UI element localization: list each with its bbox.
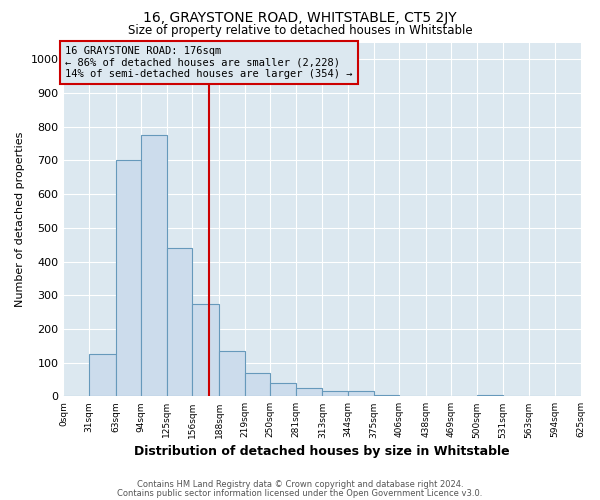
Bar (245, 372, 270, 396)
Bar (348, 392, 374, 396)
Bar (322, 392, 348, 396)
Bar (89, 354, 116, 397)
Text: 16, GRAYSTONE ROAD, WHITSTABLE, CT5 2JY: 16, GRAYSTONE ROAD, WHITSTABLE, CT5 2JY (143, 11, 457, 25)
Text: Contains public sector information licensed under the Open Government Licence v3: Contains public sector information licen… (118, 488, 482, 498)
Y-axis label: Number of detached properties: Number of detached properties (15, 132, 25, 307)
Text: Size of property relative to detached houses in Whitstable: Size of property relative to detached ho… (128, 24, 472, 37)
Text: 16 GRAYSTONE ROAD: 176sqm
← 86% of detached houses are smaller (2,228)
14% of se: 16 GRAYSTONE ROAD: 176sqm ← 86% of detac… (65, 46, 353, 79)
Bar (270, 383, 296, 396)
Bar (141, 135, 167, 396)
Bar (116, 160, 141, 396)
Bar (193, 304, 219, 396)
X-axis label: Distribution of detached houses by size in Whitstable: Distribution of detached houses by size … (134, 444, 510, 458)
Text: Contains HM Land Registry data © Crown copyright and database right 2024.: Contains HM Land Registry data © Crown c… (137, 480, 463, 489)
Bar (219, 351, 245, 397)
Bar (374, 394, 400, 396)
Bar (296, 388, 322, 396)
Bar (167, 248, 193, 396)
Bar (477, 394, 503, 396)
